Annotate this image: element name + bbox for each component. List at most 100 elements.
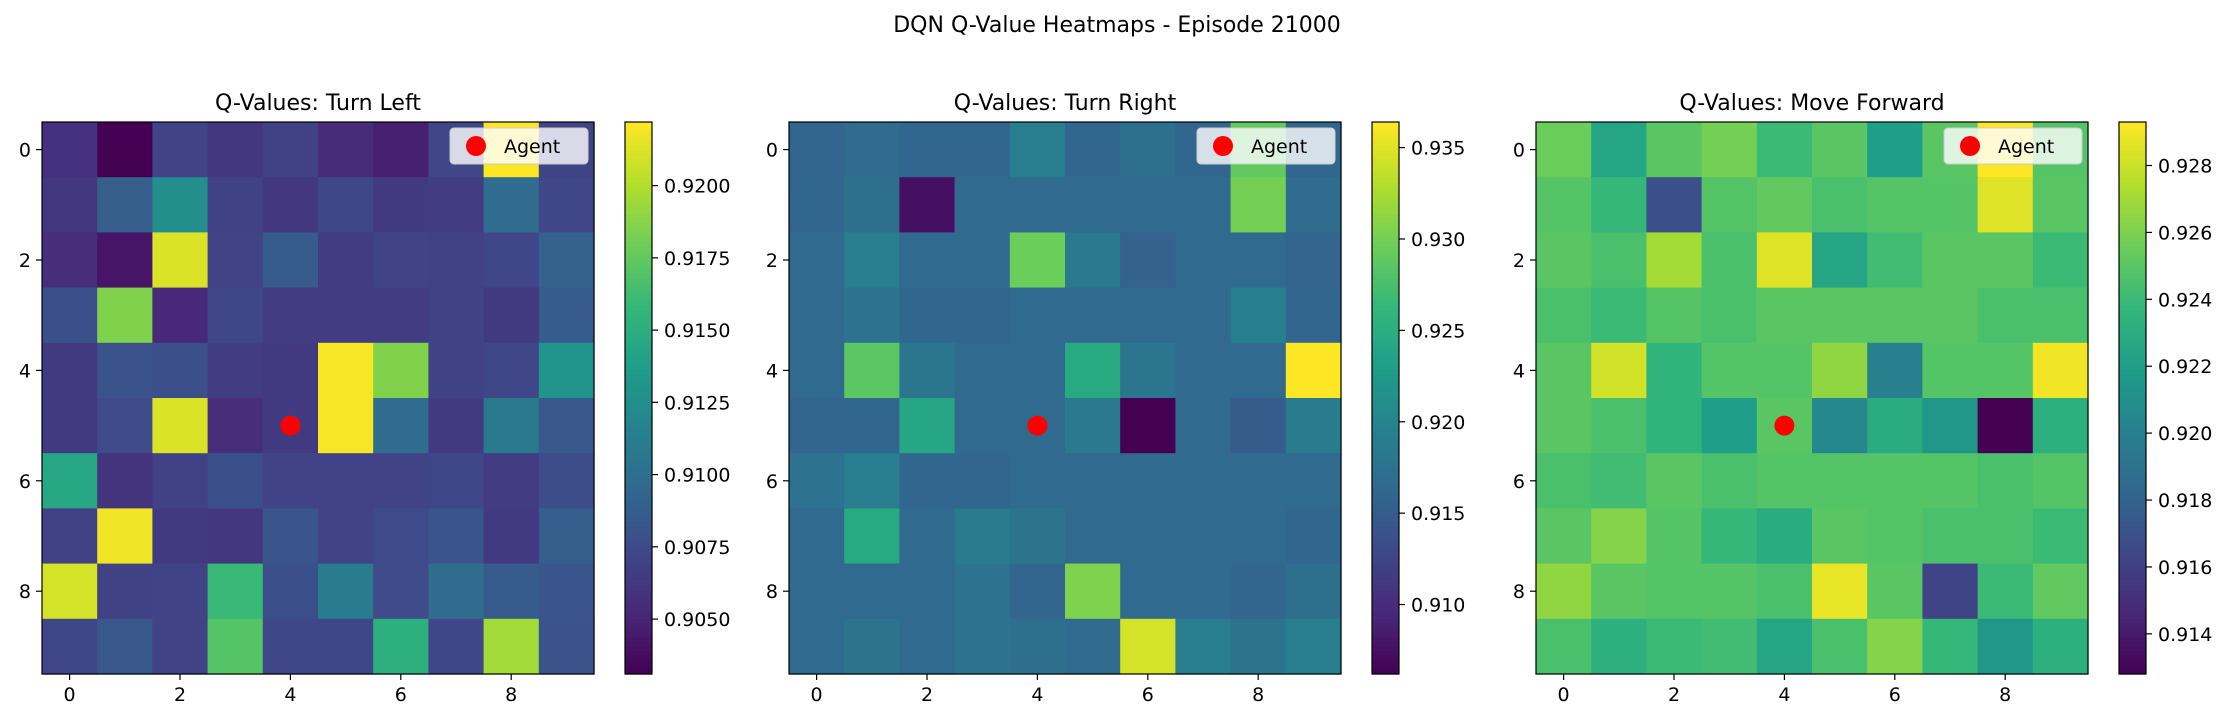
y-tick-label: 6	[766, 471, 778, 493]
colorbar-segment	[2119, 554, 2146, 560]
colorbar-segment	[1372, 508, 1399, 514]
heatmap-cell	[1120, 618, 1176, 675]
heatmap-cell	[1922, 453, 1979, 509]
heatmap-cell	[483, 618, 540, 675]
colorbar-segment	[625, 347, 652, 353]
heatmap-cell	[1701, 453, 1758, 509]
colorbar-segment	[625, 168, 652, 174]
colorbar-segment	[1372, 200, 1399, 206]
colorbar-segment	[1372, 306, 1399, 312]
heatmap-cell	[373, 398, 429, 454]
heatmap-cell	[1812, 563, 1868, 620]
heatmap-cell	[1756, 342, 1813, 399]
colorbar-segment	[2119, 200, 2146, 206]
colorbar-segment	[2119, 526, 2146, 532]
heatmap-cells	[789, 122, 1342, 675]
heatmap-cell	[1756, 508, 1813, 565]
heatmap-cell	[483, 398, 540, 454]
colorbar-segment	[1372, 333, 1399, 339]
colorbar-tick-label: 0.924	[2158, 289, 2212, 311]
colorbar-segment	[1372, 453, 1399, 459]
colorbar-segment	[625, 131, 652, 137]
colorbar: 0.910 0.915 0.920 0.925 0.930 0.935	[1371, 121, 1465, 675]
axes-frame	[41, 121, 595, 675]
y-tick-label: 6	[19, 471, 31, 493]
colorbar-segment	[2119, 540, 2146, 546]
heatmap-cell	[2032, 563, 2089, 620]
heatmap-cell	[373, 342, 429, 399]
colorbar-segment	[1372, 476, 1399, 482]
colorbar-segment	[2119, 508, 2146, 514]
heatmap-cell	[428, 232, 485, 289]
colorbar-segment	[1372, 605, 1399, 611]
heatmap-cell	[152, 232, 209, 289]
heatmap-cell	[428, 177, 485, 233]
colorbar-tick-label: 0.920	[2158, 423, 2212, 445]
heatmap-cell	[1977, 563, 2034, 620]
heatmap-cell	[1812, 342, 1868, 399]
heatmap-cell	[1867, 398, 1923, 454]
colorbar-segment	[625, 200, 652, 206]
colorbar-segment	[1372, 421, 1399, 427]
heatmap-cell	[2032, 342, 2089, 399]
colorbar-segment	[625, 398, 652, 404]
heatmap-cell	[262, 563, 319, 620]
colorbar-segment	[625, 264, 652, 270]
heatmap-cell	[954, 398, 1011, 454]
heatmap-cell	[1867, 618, 1923, 675]
x-tick-label: 6	[1889, 684, 1901, 706]
colorbar-segment	[625, 618, 652, 624]
colorbar-segment	[1372, 324, 1399, 330]
y-tick-label: 2	[19, 250, 31, 272]
colorbar-segment	[1372, 637, 1399, 643]
heatmap-cell	[1009, 287, 1066, 344]
heatmap-cell	[318, 232, 374, 289]
colorbar-segment	[625, 375, 652, 381]
heatmap-cell	[1977, 342, 2034, 399]
heatmap-cell	[899, 453, 956, 509]
colorbar-segment	[2119, 223, 2146, 229]
colorbar-segment	[1372, 379, 1399, 385]
heatmap-cell	[1230, 508, 1287, 565]
colorbar-segment	[2119, 172, 2146, 178]
colorbar-segment	[2119, 218, 2146, 224]
colorbar-segment	[2119, 333, 2146, 339]
heatmap-cell	[1867, 287, 1923, 344]
colorbar-segment	[625, 425, 652, 431]
heatmap-cell	[1977, 398, 2034, 454]
colorbar-segment	[2119, 646, 2146, 652]
heatmap-cell	[538, 342, 595, 399]
colorbar-segment	[1372, 411, 1399, 417]
y-tick-label: 8	[1513, 581, 1525, 603]
colorbar-segment	[1372, 467, 1399, 473]
heatmap-cell	[1175, 563, 1232, 620]
colorbar-segment	[1372, 531, 1399, 537]
colorbar-segment	[625, 531, 652, 537]
colorbar-segment	[1372, 559, 1399, 565]
heatmap-cell	[1536, 398, 1592, 454]
heatmap-cell	[954, 618, 1011, 675]
colorbar-segment	[625, 494, 652, 500]
heatmap-cell	[42, 508, 98, 565]
colorbar-segment	[625, 172, 652, 178]
legend: Agent	[449, 127, 589, 165]
colorbar-segment	[2119, 177, 2146, 183]
agent-marker	[1027, 415, 1048, 436]
heatmap-cell	[1646, 508, 1703, 565]
colorbar-segment	[2119, 402, 2146, 408]
y-tick-label: 2	[766, 250, 778, 272]
heatmap-cell	[1812, 453, 1868, 509]
colorbar-segment	[2119, 241, 2146, 247]
heatmap-cell	[899, 232, 956, 289]
colorbar-segment	[625, 508, 652, 514]
colorbar-segment	[625, 485, 652, 491]
heatmap-cell	[1230, 618, 1287, 675]
heatmap-cell	[207, 122, 264, 178]
heatmap-cell	[538, 618, 595, 675]
heatmap-cell	[262, 232, 319, 289]
heatmap-cell	[428, 287, 485, 344]
colorbar-segment	[2119, 609, 2146, 615]
heatmap-cell	[42, 177, 98, 233]
heatmap-cell	[207, 287, 264, 344]
colorbar-segment	[1372, 122, 1399, 128]
